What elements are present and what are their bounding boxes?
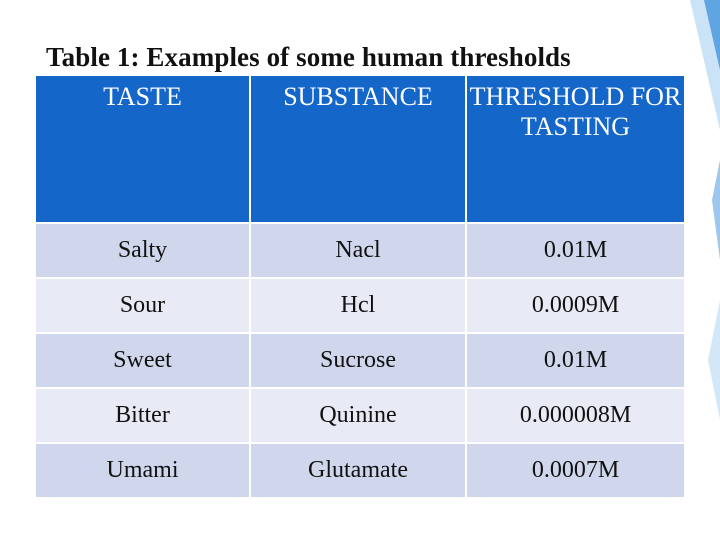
cell-taste: Bitter xyxy=(36,387,251,442)
table-row: Bitter Quinine 0.000008M xyxy=(36,387,684,442)
table-row: Umami Glutamate 0.0007M xyxy=(36,442,684,497)
header-substance: SUBSTANCE xyxy=(251,76,467,222)
table-row: Salty Nacl 0.01M xyxy=(36,222,684,277)
cell-threshold: 0.000008M xyxy=(467,387,684,442)
table-header-row: TASTE SUBSTANCE THRESHOLD FOR TASTING xyxy=(36,76,684,222)
cell-substance: Nacl xyxy=(251,222,467,277)
cell-threshold: 0.0007M xyxy=(467,442,684,497)
cell-threshold: 0.0009M xyxy=(467,277,684,332)
cell-taste: Sour xyxy=(36,277,251,332)
header-threshold: THRESHOLD FOR TASTING xyxy=(467,76,684,222)
cell-taste: Sweet xyxy=(36,332,251,387)
table-row: Sour Hcl 0.0009M xyxy=(36,277,684,332)
header-taste: TASTE xyxy=(36,76,251,222)
cell-taste: Salty xyxy=(36,222,251,277)
cell-substance: Hcl xyxy=(251,277,467,332)
table-row: Sweet Sucrose 0.01M xyxy=(36,332,684,387)
cell-substance: Quinine xyxy=(251,387,467,442)
slide-corner-decoration xyxy=(690,0,720,420)
cell-taste: Umami xyxy=(36,442,251,497)
cell-substance: Glutamate xyxy=(251,442,467,497)
cell-threshold: 0.01M xyxy=(467,222,684,277)
table-title: Table 1: Examples of some human threshol… xyxy=(46,42,571,72)
taste-threshold-table: TASTE SUBSTANCE THRESHOLD FOR TASTING Sa… xyxy=(36,76,684,497)
cell-substance: Sucrose xyxy=(251,332,467,387)
cell-threshold: 0.01M xyxy=(467,332,684,387)
